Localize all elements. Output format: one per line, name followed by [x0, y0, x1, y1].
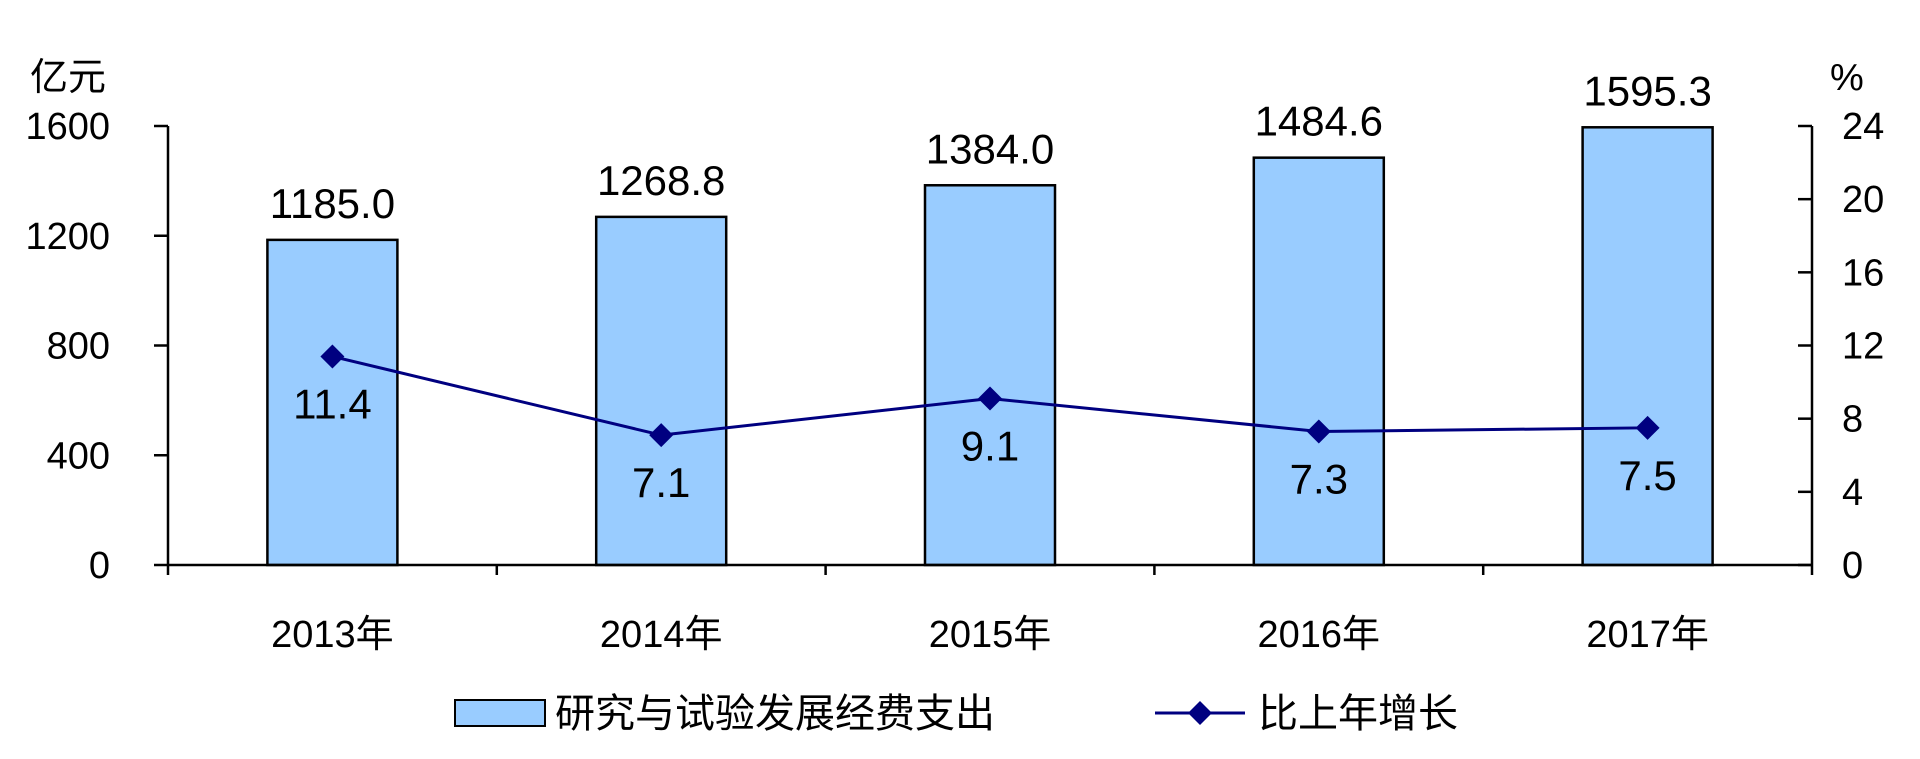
x-axis-tick-label: 2014年: [600, 614, 723, 656]
right-axis-tick-label: 24: [1842, 106, 1884, 148]
bar: [923, 184, 1057, 567]
growth-point-marker: [649, 423, 674, 448]
right-axis-unit: %: [1830, 57, 1864, 99]
growth-value-labels: 11.4 7.1 9.1 7.3 7.5: [293, 380, 1677, 506]
bar-value-label: 1268.8: [597, 157, 725, 204]
bar-value-label: 1384.0: [926, 125, 1054, 172]
right-axis-tick-label: 16: [1842, 252, 1884, 294]
bar: [1252, 156, 1386, 567]
right-axis-tick-label: 20: [1842, 179, 1884, 221]
legend-line-marker: [1188, 701, 1212, 725]
growth-value-label: 9.1: [961, 423, 1019, 470]
growth-value-label: 11.4: [293, 380, 372, 427]
bar-value-label: 1185.0: [270, 180, 395, 227]
left-axis-unit: 亿元: [30, 57, 106, 99]
legend: 研究与试验发展经费支出 比上年增长: [454, 692, 1458, 736]
bar-value-label: 1484.6: [1255, 98, 1383, 145]
right-axis-tick-label: 8: [1842, 399, 1863, 441]
left-axis-tick-label: 400: [47, 435, 110, 477]
bar-series: [266, 126, 1714, 567]
bar-value-labels: 1185.0 1268.8 1384.0 1484.6 1595.3: [270, 67, 1712, 227]
growth-point-marker: [1306, 419, 1331, 444]
right-axis-tick-label: 4: [1842, 472, 1863, 514]
growth-value-label: 7.5: [1618, 452, 1676, 499]
bar: [594, 215, 728, 567]
left-axis-tick-label: 1600: [25, 106, 110, 148]
bar: [266, 238, 399, 567]
growth-value-label: 7.1: [632, 459, 690, 506]
legend-bar-swatch: [454, 699, 546, 727]
x-axis: 2013年 2014年 2015年 2016年 2017年: [166, 563, 1814, 656]
left-axis-tick-label: 0: [89, 545, 110, 587]
right-axis-tick-label: 12: [1842, 326, 1884, 368]
legend-label-line-series: 比上年增长: [1258, 692, 1458, 736]
growth-point-marker: [1635, 415, 1660, 440]
x-axis-tick-label: 2013年: [271, 614, 394, 656]
x-axis-tick-label: 2017年: [1586, 614, 1709, 656]
x-axis-tick-label: 2015年: [929, 614, 1052, 656]
right-axis-tick-label: 0: [1842, 545, 1863, 587]
growth-line-series: [320, 344, 1660, 448]
x-axis-tick-label: 2016年: [1258, 614, 1381, 656]
growth-point-marker: [320, 344, 345, 369]
growth-point-marker: [978, 386, 1002, 411]
left-axis-tick-label: 800: [47, 326, 110, 368]
right-axis: 0 4 8 12 16 20 24: [1798, 106, 1884, 587]
left-axis-tick-label: 1200: [25, 216, 110, 258]
left-axis: 0 400 800 1200 1600: [25, 106, 170, 587]
bar-value-label: 1595.3: [1583, 67, 1711, 114]
bar: [1581, 126, 1714, 567]
growth-value-label: 7.3: [1290, 455, 1348, 502]
legend-label-bar-series: 研究与试验发展经费支出: [555, 692, 995, 736]
